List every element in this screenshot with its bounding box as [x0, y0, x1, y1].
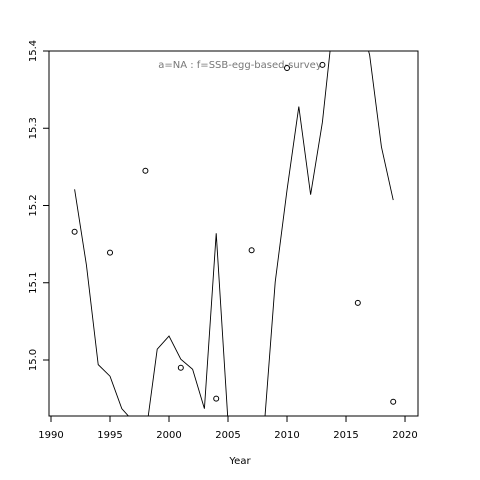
point	[248, 247, 255, 254]
point	[213, 395, 220, 402]
point	[284, 64, 291, 71]
point	[142, 167, 149, 174]
point	[390, 398, 397, 405]
point	[177, 364, 184, 371]
y-tick-label: 15.4	[28, 40, 39, 62]
x-tick-label: 1995	[97, 430, 122, 441]
line	[74, 51, 394, 416]
y-tick-label: 15.2	[28, 194, 39, 216]
point	[354, 299, 361, 306]
point	[107, 249, 114, 256]
point	[71, 228, 78, 235]
plot-frame	[48, 50, 419, 417]
y-tick-label: 15.0	[28, 349, 39, 371]
x-tick-label: 2015	[333, 430, 358, 441]
annotation: a=NA : f=SSB-egg-based-survey	[158, 60, 322, 71]
y-tick-label: 15.3	[28, 117, 39, 139]
plot-area	[71, 51, 397, 416]
point	[319, 61, 326, 68]
x-tick-label: 2010	[274, 430, 299, 441]
x-tick-label: 2020	[392, 430, 417, 441]
x-tick-label: 1990	[38, 430, 63, 441]
x-axis-label: Year	[228, 456, 251, 467]
y-tick-label: 15.1	[28, 272, 39, 294]
x-tick-label: 2005	[215, 430, 240, 441]
x-tick-label: 2000	[156, 430, 181, 441]
